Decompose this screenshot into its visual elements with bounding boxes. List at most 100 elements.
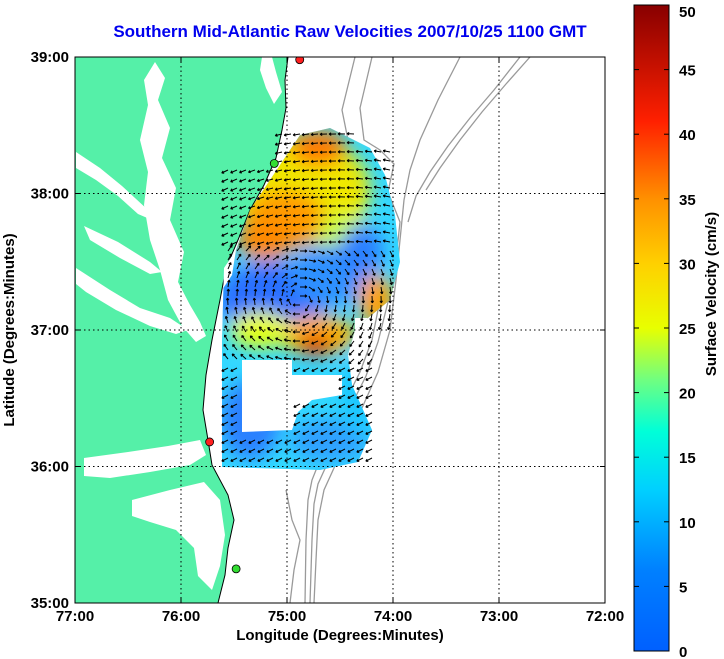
current-arrow	[283, 160, 292, 164]
potomac-river	[76, 152, 152, 220]
x-axis-label: Longitude (Degrees:Minutes)	[236, 627, 444, 644]
current-arrow	[290, 257, 299, 261]
current-arrow	[248, 241, 256, 246]
current-arrow	[230, 403, 238, 408]
current-arrow	[283, 169, 292, 173]
current-arrow	[266, 336, 274, 342]
y-axis-ticks: 39:00 38:00 37:00 36:00 35:00	[31, 49, 605, 612]
current-arrow	[352, 295, 357, 304]
current-arrow	[315, 304, 319, 313]
current-arrow	[323, 313, 328, 321]
current-arrow	[243, 306, 247, 315]
current-arrow	[256, 241, 265, 246]
current-arrow	[338, 376, 346, 381]
current-arrow	[380, 259, 385, 267]
current-arrow	[242, 316, 247, 324]
current-arrow	[380, 250, 386, 258]
current-arrow	[274, 232, 283, 236]
current-arrow	[230, 241, 238, 246]
current-arrow	[270, 297, 274, 306]
current-arrow	[338, 412, 346, 417]
current-arrow	[382, 176, 391, 180]
current-arrow	[365, 385, 373, 390]
current-arrow	[221, 205, 229, 210]
james-river	[76, 268, 188, 334]
bathymetry-contours	[285, 57, 531, 603]
current-arrow	[230, 223, 238, 228]
current-arrow	[287, 298, 292, 306]
current-arrow	[332, 313, 337, 321]
current-arrow	[380, 277, 384, 286]
current-arrow	[256, 169, 265, 174]
current-arrow	[356, 394, 364, 399]
delaware-bay	[260, 57, 282, 104]
current-arrow	[310, 240, 319, 245]
current-arrow	[317, 250, 325, 255]
current-arrow	[319, 204, 328, 208]
current-arrow	[310, 213, 319, 218]
current-arrow	[230, 394, 238, 399]
current-arrow	[337, 186, 346, 190]
current-arrow	[225, 306, 229, 315]
current-arrow	[338, 439, 346, 444]
current-arrow	[373, 149, 382, 153]
current-arrow	[225, 297, 230, 306]
current-arrow	[283, 187, 292, 191]
current-arrow	[274, 355, 283, 360]
current-arrow	[221, 448, 229, 453]
current-arrow	[329, 358, 337, 364]
current-arrow	[300, 249, 308, 253]
current-arrow	[373, 221, 382, 225]
current-arrow	[365, 376, 373, 381]
current-arrow	[328, 231, 337, 235]
current-arrow	[263, 254, 270, 261]
current-arrow	[310, 159, 319, 164]
current-arrow	[362, 277, 367, 285]
current-arrow	[292, 178, 301, 182]
current-arrow	[353, 286, 357, 295]
current-arrow	[281, 280, 287, 288]
current-arrow	[254, 245, 261, 252]
current-arrow	[335, 250, 343, 256]
current-arrow	[337, 132, 346, 136]
current-arrow	[239, 178, 247, 183]
current-arrow	[283, 142, 292, 146]
current-arrow	[370, 295, 375, 304]
current-arrow	[240, 353, 247, 360]
current-arrow	[360, 313, 364, 322]
current-arrow	[241, 325, 247, 333]
current-arrow	[373, 194, 382, 198]
current-arrow	[252, 297, 257, 306]
current-arrow	[365, 430, 373, 435]
current-arrow	[283, 223, 292, 227]
current-arrow	[347, 376, 355, 381]
current-arrow	[221, 367, 229, 372]
current-arrow	[335, 268, 342, 275]
current-arrow	[233, 325, 238, 333]
current-arrow	[320, 448, 328, 453]
current-arrow	[266, 346, 274, 351]
current-arrow	[266, 355, 274, 360]
current-arrow	[310, 204, 319, 209]
current-arrow	[319, 222, 328, 226]
current-arrow	[355, 167, 364, 172]
current-arrow	[356, 457, 364, 462]
current-arrow	[275, 457, 283, 462]
current-arrow	[362, 250, 368, 257]
current-arrow	[221, 376, 229, 381]
current-arrow	[326, 295, 330, 304]
current-arrow	[319, 177, 328, 181]
current-arrow	[346, 176, 355, 181]
current-arrow	[274, 169, 283, 173]
current-arrow	[389, 286, 393, 295]
current-arrow	[245, 253, 251, 261]
current-arrow	[301, 213, 310, 218]
current-arrow	[259, 316, 265, 324]
current-arrow	[364, 212, 373, 216]
current-arrow	[230, 169, 238, 174]
current-arrow	[311, 430, 319, 435]
current-arrow	[274, 151, 283, 155]
current-arrow	[365, 457, 373, 462]
current-arrow	[265, 223, 274, 227]
current-arrow	[319, 195, 328, 199]
